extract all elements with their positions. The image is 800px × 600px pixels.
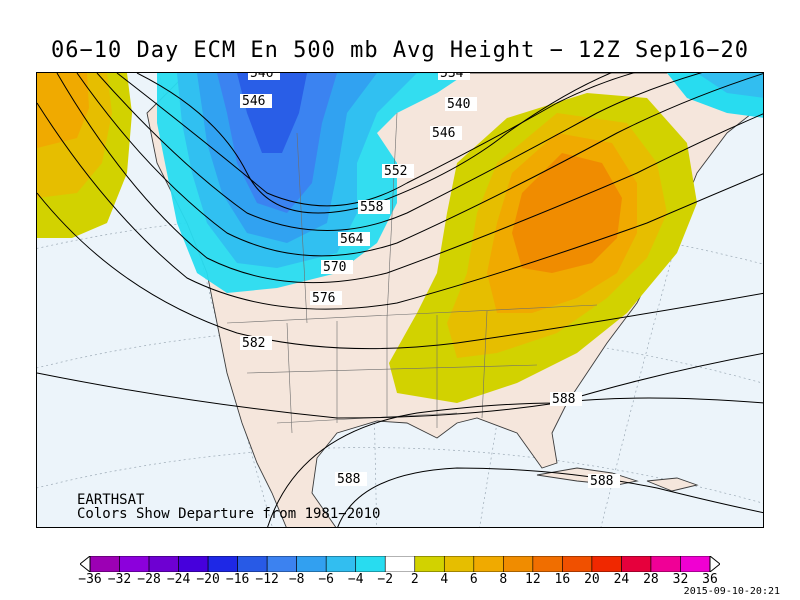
contour-label-546-west: 546 xyxy=(242,94,265,109)
hispaniola-land xyxy=(646,477,699,492)
legend-cell xyxy=(591,556,622,572)
legend-tick-label: −4 xyxy=(347,572,364,587)
warm-anomaly-east xyxy=(389,93,697,403)
legend-cell xyxy=(207,556,238,572)
departure-note: Colors Show Departure from 1981−2010 xyxy=(77,506,381,522)
contour-label-546-east: 546 xyxy=(432,126,455,141)
legend-tick-label: −20 xyxy=(196,572,220,587)
legend-cell xyxy=(296,556,327,572)
legend-tick-label: −6 xyxy=(318,572,335,587)
legend-tick-label: 6 xyxy=(469,572,478,587)
legend-left-arrow xyxy=(80,556,91,572)
legend-tick-label: 24 xyxy=(613,572,630,587)
legend-cell xyxy=(237,556,268,572)
legend-cell xyxy=(119,556,150,572)
map-credit: EARTHSAT Colors Show Departure from 1981… xyxy=(77,493,380,521)
contour-label-576: 576 xyxy=(312,291,335,306)
legend-cell xyxy=(414,556,445,572)
contour-label-546-top: 546 xyxy=(250,73,273,81)
legend-cell xyxy=(621,556,652,572)
legend-cell xyxy=(680,556,711,572)
map-canvas: 546 540 546 552 558 564 570 576 582 588 … xyxy=(37,73,763,527)
contour-label-534: 534 xyxy=(440,73,464,81)
legend-tick-label: 12 xyxy=(525,572,541,587)
color-legend xyxy=(80,556,720,572)
contour-label-552: 552 xyxy=(384,164,407,179)
brand-label: EARTHSAT xyxy=(77,492,145,508)
legend-right-arrow xyxy=(709,556,720,572)
legend-cell xyxy=(266,556,297,572)
legend-tick-label: −28 xyxy=(137,572,161,587)
legend-cell xyxy=(650,556,681,572)
legend-tick-label: 4 xyxy=(440,572,449,587)
legend-tick-label: 28 xyxy=(643,572,659,587)
legend-tick-label: −24 xyxy=(166,572,191,587)
warm-anomaly-pacific xyxy=(37,73,132,238)
legend-cell xyxy=(178,556,209,572)
legend-cell xyxy=(148,556,179,572)
contour-label-588-caribbean: 588 xyxy=(590,474,613,489)
contour-label-564: 564 xyxy=(340,232,364,247)
cold-anomaly xyxy=(157,73,467,293)
legend-tick-label: 20 xyxy=(584,572,600,587)
legend-tick-label: −36 xyxy=(78,572,102,587)
timestamp: 2015-09-10-20:21 xyxy=(683,586,780,597)
legend-tick-label: −2 xyxy=(377,572,394,587)
legend-cell xyxy=(473,556,504,572)
legend-cell xyxy=(89,556,120,572)
political-borders xyxy=(226,112,598,434)
height-contours xyxy=(37,73,763,527)
contour-label-570: 570 xyxy=(323,260,346,275)
legend-tick-label: −8 xyxy=(288,572,305,587)
legend-cell xyxy=(443,556,475,572)
legend-cell xyxy=(503,556,534,572)
legend-cell xyxy=(562,556,593,572)
legend-cell xyxy=(384,556,416,572)
legend-cell xyxy=(325,556,357,572)
legend-tick-label: 32 xyxy=(672,572,689,587)
legend-tick-label: −32 xyxy=(107,572,132,587)
map-panel: 546 540 546 552 558 564 570 576 582 588 … xyxy=(36,72,764,528)
contour-label-540: 540 xyxy=(447,97,470,112)
legend-tick-label: −12 xyxy=(255,572,279,587)
legend-tick-label: 2 xyxy=(410,572,419,587)
legend-tick-label: 16 xyxy=(554,572,571,587)
legend-tick-label: 36 xyxy=(702,572,718,587)
legend-tick-label: 8 xyxy=(499,572,508,587)
legend-cells xyxy=(89,556,711,572)
map-title: 06−10 Day ECM En 500 mb Avg Height − 12Z… xyxy=(50,38,749,63)
contour-label-558: 558 xyxy=(360,200,383,215)
contour-labels: 546 540 546 552 558 564 570 576 582 588 … xyxy=(240,73,620,489)
legend-cell xyxy=(532,556,563,572)
legend-cell xyxy=(355,556,386,572)
legend-tick-labels: −36 −32 −28 −24 −20 −16 −12 −8 −6 −4 −2 2 4 6 8 12 16 20 2… xyxy=(78,572,718,587)
legend-tick-label: −16 xyxy=(225,572,250,587)
contour-label-582: 582 xyxy=(242,336,265,351)
contour-label-588-east: 588 xyxy=(552,392,575,407)
contour-label-588-south: 588 xyxy=(337,472,360,487)
